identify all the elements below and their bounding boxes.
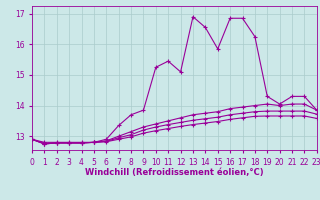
X-axis label: Windchill (Refroidissement éolien,°C): Windchill (Refroidissement éolien,°C) bbox=[85, 168, 264, 177]
